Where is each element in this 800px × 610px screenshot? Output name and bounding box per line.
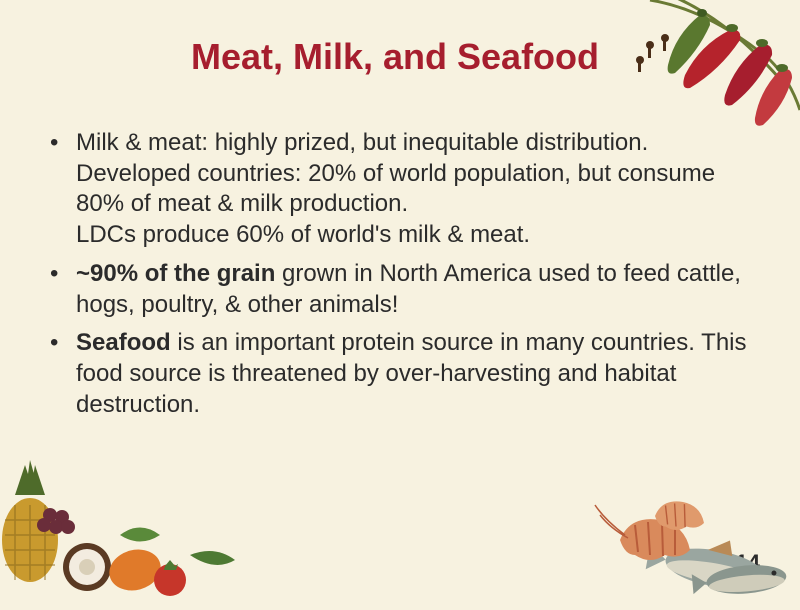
slide-title: Meat, Milk, and Seafood xyxy=(40,36,750,78)
slide: Meat, Milk, and Seafood Milk & meat: hig… xyxy=(0,0,800,600)
bullet-text-segment: Milk & meat: highly prized, but inequita… xyxy=(76,129,715,217)
bullet-text-segment: Seafood xyxy=(76,329,171,356)
bullet-item: Milk & meat: highly prized, but inequita… xyxy=(50,128,750,251)
bullet-item: ~90% of the grain grown in North America… xyxy=(50,259,750,320)
bullet-item: Seafood is an important protein source i… xyxy=(50,328,750,420)
bullet-text-segment: LDCs produce 60% of world's milk & meat. xyxy=(76,221,530,248)
page-number: 14 xyxy=(736,550,760,576)
seafood-icon xyxy=(580,480,800,610)
bullet-list: Milk & meat: highly prized, but inequita… xyxy=(40,128,750,420)
bullet-text-segment: ~90% of the grain xyxy=(76,260,275,287)
fruits-vegetables-icon xyxy=(0,460,250,610)
bullet-text-segment: is an important protein source in many c… xyxy=(76,329,747,417)
